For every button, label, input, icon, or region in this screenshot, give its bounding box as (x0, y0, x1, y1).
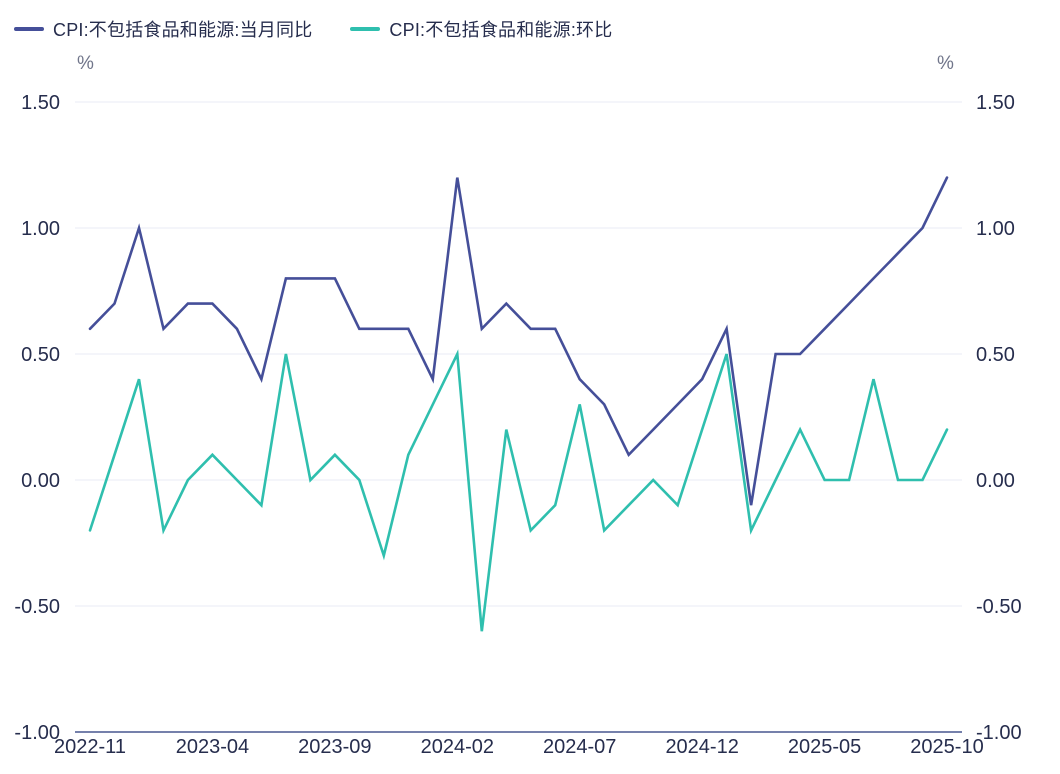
x-axis-tick-label: 2024-07 (543, 736, 616, 758)
x-axis-tick-label: 2025-05 (788, 736, 861, 758)
y-axis-tick-label-right: -0.50 (976, 596, 1022, 618)
chart-legend: CPI:不包括食品和能源:当月同比 CPI:不包括食品和能源:环比 (14, 16, 612, 42)
series-line-yoy (88, 176, 949, 506)
y-axis-unit-left: % (77, 53, 94, 74)
y-axis-tick-label-left: 1.00 (21, 218, 60, 240)
series-line-mom (88, 349, 949, 632)
legend-label-mom: CPI:不包括食品和能源:环比 (389, 20, 613, 40)
y-axis-tick-label-right: 1.00 (976, 218, 1015, 240)
legend-item-yoy[interactable]: CPI:不包括食品和能源:当月同比 (14, 16, 312, 42)
y-axis-tick-label-right: -1.00 (976, 722, 1022, 744)
legend-swatch-mom-icon (350, 27, 381, 31)
y-axis-tick-label-right: 0.00 (976, 470, 1015, 492)
y-axis-tick-label-left: -0.50 (14, 596, 60, 618)
legend-swatch-yoy-icon (14, 27, 44, 31)
legend-item-mom[interactable]: CPI:不包括食品和能源:环比 (350, 16, 612, 42)
x-axis-tick-label: 2025-10 (910, 736, 983, 758)
y-axis-tick-label-left: 0.00 (21, 470, 60, 492)
x-axis-tick-label: 2022-11 (54, 736, 126, 758)
y-axis-tick-label-right: 0.50 (976, 344, 1015, 366)
y-axis-unit-right: % (937, 53, 954, 74)
x-axis-tick-label: 2023-04 (176, 736, 249, 758)
y-axis-tick-label-left: 0.50 (21, 344, 60, 366)
x-axis-tick-label: 2023-09 (298, 736, 371, 758)
y-axis-tick-label-right: 1.50 (976, 92, 1015, 114)
legend-label-yoy: CPI:不包括食品和能源:当月同比 (53, 20, 313, 40)
y-axis-tick-label-left: -1.00 (14, 722, 60, 744)
y-axis-tick-label-left: 1.50 (21, 92, 60, 114)
x-axis-tick-label: 2024-02 (421, 736, 494, 758)
x-axis-tick-label: 2024-12 (665, 736, 738, 758)
